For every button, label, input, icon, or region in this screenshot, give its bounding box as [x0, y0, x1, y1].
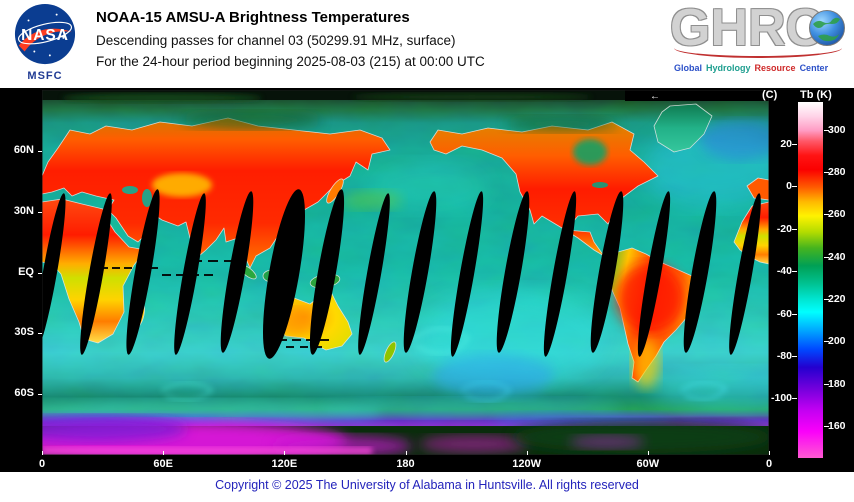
- x-axis-label-2-120e: 120E: [271, 458, 298, 470]
- new-zealand: [383, 341, 397, 363]
- x-axis-label-0-0: 0: [38, 458, 46, 470]
- y-axis-label-30n: 30N: [13, 204, 34, 217]
- missing-data-bar: ←: [625, 90, 769, 102]
- x-axis-label-4-120w: 120W: [512, 458, 542, 470]
- colorbar-kelvin-label-300: 300: [828, 123, 846, 136]
- colorbar-tickmark: [824, 383, 829, 385]
- colorbar-tickmark: [792, 398, 797, 400]
- ghrc-logo: GHRC Global Hydrology Resource Center: [668, 0, 850, 88]
- colorbar-celsius-label--100: -100: [770, 392, 792, 405]
- colorbar-kelvin-label-160: 160: [828, 420, 846, 433]
- ghrc-tagline: Global Hydrology Resource Center: [674, 63, 850, 73]
- y-axis-tickmark: [38, 150, 42, 152]
- brightness-temperature-map: ←: [42, 90, 769, 455]
- x-axis-label-6-0: 0: [765, 458, 773, 470]
- colorbar-units: (C) Tb (K): [740, 89, 854, 102]
- ghrc-swoosh: [674, 46, 842, 58]
- colorbar-tickmark: [824, 171, 829, 173]
- colorbar-kelvin-label-280: 280: [828, 165, 846, 178]
- colorbar-celsius-unit: (C): [762, 89, 778, 101]
- ocean-temperature-patches: [42, 120, 769, 429]
- colorbar-celsius-label-0: 0: [786, 180, 792, 193]
- nasa-logo: NASA MSFC: [12, 3, 78, 87]
- arctic-band: [42, 90, 769, 103]
- iberia-wrap: [746, 177, 769, 201]
- ghrc-tagline-word-center: Center: [799, 63, 829, 73]
- colorbar-celsius-label--20: -20: [776, 222, 792, 235]
- colorbar-block: (C) Tb (K) 20 0 -20 -40 -60 -80 -100 300 280 260…: [740, 88, 854, 472]
- colorbar-tickmark: [824, 426, 829, 428]
- colorbar-kelvin-label-200: 200: [828, 335, 846, 348]
- colorbar-kelvin-unit: Tb (K): [800, 89, 832, 101]
- colorbar-tickmark: [792, 271, 797, 273]
- x-axis-label-3-180: 180: [396, 458, 415, 470]
- x-axis-tickmark: [526, 451, 528, 455]
- copyright-text: Copyright © 2025 The University of Alaba…: [215, 478, 639, 492]
- plot-region: ← 60N 30N EQ 30S 60S 0 60E 120E 180 120W 60W 0 (C)…: [0, 88, 854, 472]
- msfc-label: MSFC: [27, 70, 63, 82]
- x-axis-tickmark: [405, 451, 407, 455]
- y-axis-tickmark: [38, 211, 42, 213]
- colorbar-tickmark: [792, 355, 797, 357]
- x-axis-label-1-60e: 60E: [153, 458, 173, 470]
- colorbar-tickmark: [824, 256, 829, 258]
- y-axis-label-60n: 60N: [13, 143, 34, 156]
- x-axis-tickmark: [42, 451, 43, 455]
- colorbar-tickmark: [824, 299, 829, 301]
- ocean-eddies: [160, 327, 728, 403]
- colorbar-celsius-label--80: -80: [776, 349, 792, 362]
- y-axis-tickmark: [38, 394, 42, 396]
- colorbar-kelvin-label-260: 260: [828, 208, 846, 221]
- y-axis-tickmark: [38, 272, 42, 274]
- colorbar-tickmark: [824, 341, 829, 343]
- colorbar-kelvin-label-240: 240: [828, 250, 846, 263]
- y-axis-tickmark: [38, 333, 42, 335]
- nasa-meatball-icon: NASA: [14, 3, 76, 65]
- colorbar-tickmark: [792, 228, 797, 230]
- colorbar-tickmark: [792, 186, 797, 188]
- colorbar-tickmark: [792, 144, 797, 146]
- colorbar-tickmark: [824, 214, 829, 216]
- y-axis-label-60s: 60S: [14, 387, 34, 400]
- colorbar-tickmark: [792, 313, 797, 315]
- colorbar-celsius-label--60: -60: [776, 307, 792, 320]
- left-arrow-icon: ←: [650, 91, 660, 102]
- ghrc-globe-icon: [808, 9, 846, 47]
- x-axis-tickmark: [284, 451, 286, 455]
- swath-gaps: [42, 189, 761, 359]
- y-axis-label-30s: 30S: [14, 326, 34, 339]
- ghrc-tagline-word-hydrology: Hydrology: [706, 63, 751, 73]
- x-axis-tickmark: [647, 451, 649, 455]
- page-period-line: For the 24-hour period beginning 2025-08…: [96, 54, 485, 69]
- ghrc-tagline-word-resource: Resource: [754, 63, 796, 73]
- y-axis-label-eq: EQ: [18, 265, 34, 278]
- colorbar-celsius-label--40: -40: [776, 265, 792, 278]
- x-axis-tickmark: [769, 451, 770, 455]
- page-subtitle: Descending passes for channel 03 (50299.…: [96, 33, 456, 48]
- antarctica-band: [42, 416, 769, 455]
- ghrc-tagline-word-global: Global: [674, 63, 703, 73]
- land-detail-overlays: [122, 111, 684, 388]
- colorbar-tickmark: [824, 129, 829, 131]
- header: NASA MSFC NOAA-15 AMSU-A Brightness Temp…: [0, 0, 854, 88]
- nasa-logo-text: NASA: [21, 27, 69, 44]
- colorbar: [798, 102, 823, 458]
- footer: Copyright © 2025 The University of Alaba…: [0, 472, 854, 502]
- x-axis-tickmark: [163, 451, 165, 455]
- greenland: [653, 103, 713, 153]
- colorbar-celsius-label-20: 20: [780, 138, 792, 151]
- colorbar-kelvin-label-180: 180: [828, 377, 846, 390]
- title-block: NOAA-15 AMSU-A Brightness Temperatures D…: [96, 9, 485, 69]
- x-axis-label-5-60w: 60W: [636, 458, 660, 470]
- colorbar-kelvin-label-220: 220: [828, 293, 846, 306]
- page-title: NOAA-15 AMSU-A Brightness Temperatures: [96, 9, 410, 26]
